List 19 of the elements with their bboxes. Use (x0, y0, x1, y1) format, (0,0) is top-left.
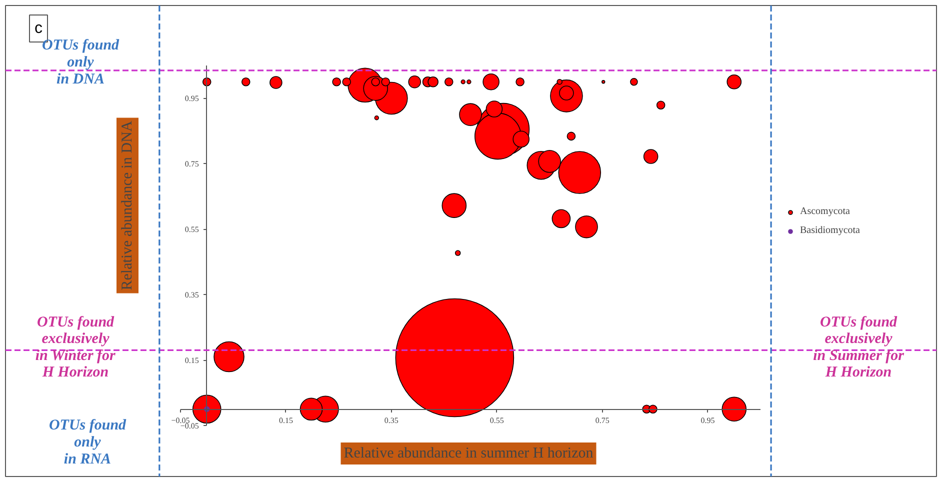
x-tick-label: 0.75 (595, 416, 610, 426)
text: OTUs found exclusively in Winter for H Horizon (35, 314, 116, 381)
text: OTUs found only in DNA (42, 38, 120, 88)
y-tick-label: 0.95 (184, 94, 199, 104)
text: OTUs found exclusively in Summer for H Horizon (813, 314, 904, 381)
y-tick-label: 0.55 (184, 225, 199, 234)
y-axis-title: Relative abundance in DNA (120, 120, 136, 290)
x-tick-label: 0.95 (700, 416, 715, 426)
y-tick-label: 0.35 (184, 290, 199, 300)
legend-label: Ascomycota (800, 206, 850, 217)
y-tick-label: 0.75 (184, 160, 199, 169)
text: OTUs found only in RNA (48, 418, 127, 468)
text: c (34, 20, 42, 37)
x-tick-label: 0.15 (278, 416, 293, 426)
legend-label: Basidiomycota (800, 225, 860, 236)
y-tick-label: 0.15 (184, 356, 199, 366)
x-tick-label: 0.55 (490, 416, 504, 426)
x-axis-title: Relative abundance in summer H horizon (344, 446, 594, 462)
x-tick-label: 0.35 (384, 416, 398, 426)
